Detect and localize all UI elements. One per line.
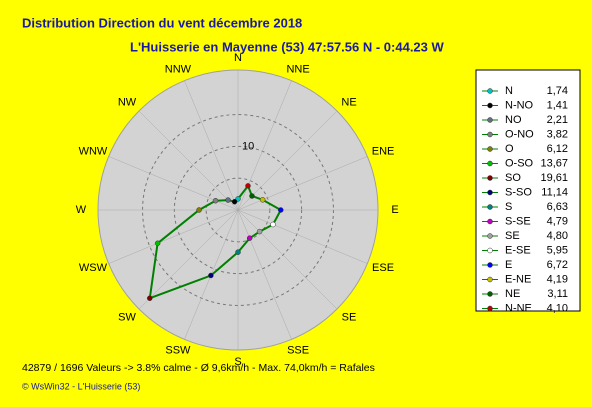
legend-label: S-SO: [505, 186, 532, 198]
r-tick-label: 10: [242, 140, 254, 152]
legend-label: N-NE: [505, 302, 532, 314]
legend-box: [475, 69, 581, 312]
legend-value: 4,19: [547, 273, 568, 285]
legend-label: NE: [505, 288, 520, 300]
direction-label: SE: [342, 311, 357, 323]
copyright: © WsWin32 - L'Huisserie (53): [22, 381, 140, 391]
rose-point: [256, 228, 263, 235]
rose-point: [147, 295, 153, 301]
legend-marker: [487, 117, 493, 123]
spoke: [184, 80, 239, 211]
legend-marker: [487, 175, 493, 181]
legend-marker: [487, 131, 493, 138]
legend-marker: [487, 262, 493, 268]
legend-value: 4,80: [547, 230, 568, 242]
legend-value: 19,61: [540, 172, 568, 184]
legend-marker: [487, 305, 493, 312]
legend-label: O-SO: [505, 157, 534, 169]
chart-subtitle: L'Huisserie en Mayenne (53) 47:57.56 N -…: [130, 39, 445, 54]
rose-point: [235, 249, 241, 255]
rose-point: [249, 193, 255, 199]
legend-marker: [487, 233, 493, 239]
legend-marker: [487, 160, 493, 167]
direction-label: WSW: [79, 262, 108, 274]
rose-point: [246, 235, 253, 241]
legend-marker: [487, 189, 493, 196]
legend-marker: [487, 146, 493, 152]
legend-value: 13,67: [540, 157, 568, 169]
legend-value: 1,74: [547, 85, 568, 97]
rose-point: [231, 198, 238, 205]
rose-point: [208, 272, 214, 279]
direction-label: E: [391, 204, 398, 216]
spoke: [237, 110, 338, 211]
legend-marker: [487, 102, 493, 109]
legend-marker: [487, 204, 493, 210]
legend-label: E: [505, 259, 512, 271]
rose-point: [270, 221, 276, 228]
legend-marker: [487, 291, 493, 297]
legend-value: 6,12: [547, 143, 568, 155]
chart-title: Distribution Direction du vent décembre …: [22, 15, 302, 30]
direction-label: S: [234, 356, 241, 368]
legend-value: 4,79: [547, 215, 568, 227]
spoke: [237, 209, 292, 340]
legend-marker: [487, 88, 493, 94]
direction-label: N: [234, 52, 242, 64]
spoke: [237, 209, 368, 264]
legend-value: 3,82: [547, 128, 568, 140]
direction-label: SSW: [165, 344, 191, 356]
footer: 42879 / 1696 Valeurs -> 3.8% calme - Ø 9…: [22, 362, 375, 374]
spoke: [108, 209, 239, 264]
legend-value: 6,63: [547, 201, 568, 213]
legend-label: O: [505, 143, 514, 155]
legend-value: 11,14: [541, 186, 568, 198]
legend-value: 6,72: [547, 259, 568, 271]
direction-label: NNE: [286, 63, 309, 75]
legend-label: E-SE: [505, 244, 531, 256]
legend-label: SE: [505, 230, 520, 242]
spoke: [237, 156, 368, 211]
legend-value: 3,11: [547, 288, 568, 300]
legend-label: SO: [505, 172, 521, 184]
legend-value: 4,10: [547, 302, 568, 314]
legend-value: 2,21: [547, 114, 568, 126]
legend-marker: [487, 247, 493, 254]
legend-label: NO: [505, 114, 522, 126]
direction-label: NW: [118, 96, 137, 108]
spoke: [237, 209, 338, 310]
rose-point: [278, 207, 284, 213]
rose-point: [212, 197, 219, 204]
spoke: [138, 110, 239, 211]
legend-label: N: [505, 85, 513, 97]
direction-label: ENE: [372, 146, 395, 158]
rose-point: [259, 197, 266, 203]
legend-label: E-NE: [505, 273, 531, 285]
legend-marker: [487, 276, 493, 283]
direction-label: ESE: [372, 262, 394, 274]
legend-marker: [487, 218, 493, 225]
direction-label: NNW: [165, 63, 192, 75]
legend-label: S-SE: [505, 215, 531, 227]
direction-label: W: [76, 204, 87, 216]
direction-label: SSE: [287, 344, 309, 356]
rose-point: [245, 183, 251, 189]
legend-label: S: [505, 201, 512, 213]
legend-value: 1,41: [547, 99, 568, 111]
direction-label: WNW: [79, 146, 108, 158]
direction-label: SW: [118, 311, 136, 323]
rose-point: [196, 207, 202, 213]
rose-point: [225, 197, 231, 203]
legend-value: 5,95: [547, 244, 568, 256]
legend-label: N-NO: [505, 99, 534, 111]
legend-label: O-NO: [505, 128, 534, 140]
spoke: [138, 209, 239, 310]
direction-label: NE: [341, 96, 356, 108]
rose-point: [154, 240, 161, 247]
